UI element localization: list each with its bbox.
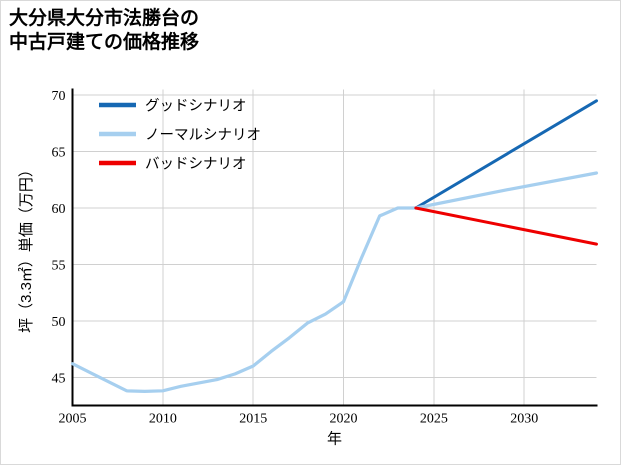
chart-title: 大分県大分市法勝台の 中古戸建ての価格推移 bbox=[9, 8, 200, 54]
y-axis-title: 坪（3.3㎡）単価（万円） bbox=[18, 162, 35, 333]
series-line-バッドシナリオ bbox=[414, 206, 598, 246]
x-tick-label: 2025 bbox=[420, 412, 448, 427]
series-line-グッドシナリオ bbox=[414, 99, 598, 210]
x-tick-label: 2010 bbox=[149, 412, 177, 427]
y-tick-label: 70 bbox=[52, 89, 66, 104]
legend-label-1: ノーマルシナリオ bbox=[145, 128, 261, 144]
y-tick-label: 45 bbox=[52, 371, 66, 386]
x-tick-label: 2020 bbox=[330, 412, 358, 427]
y-tick-label: 55 bbox=[52, 258, 66, 273]
x-tick-label: 2005 bbox=[59, 412, 87, 427]
series-line-ノーマルシナリオ bbox=[70, 171, 599, 393]
y-tick-labels-group: 45 50 55 60 65 70 bbox=[52, 89, 66, 386]
x-tick-label: 2015 bbox=[239, 412, 267, 427]
y-tick-label: 50 bbox=[52, 315, 66, 330]
axis-lines-group bbox=[71, 88, 598, 407]
x-axis-title: 年 bbox=[327, 431, 342, 448]
x-tick-label: 2030 bbox=[510, 412, 538, 427]
legend-label-2: バッドシナリオ bbox=[145, 157, 247, 173]
y-tick-label: 65 bbox=[52, 146, 66, 161]
x-tick-labels-group: 2005 2010 2015 2020 2025 2030 bbox=[59, 412, 539, 427]
legend-label-0: グッドシナリオ bbox=[145, 98, 247, 115]
data-series-group bbox=[70, 99, 599, 393]
y-tick-label: 60 bbox=[52, 202, 66, 217]
